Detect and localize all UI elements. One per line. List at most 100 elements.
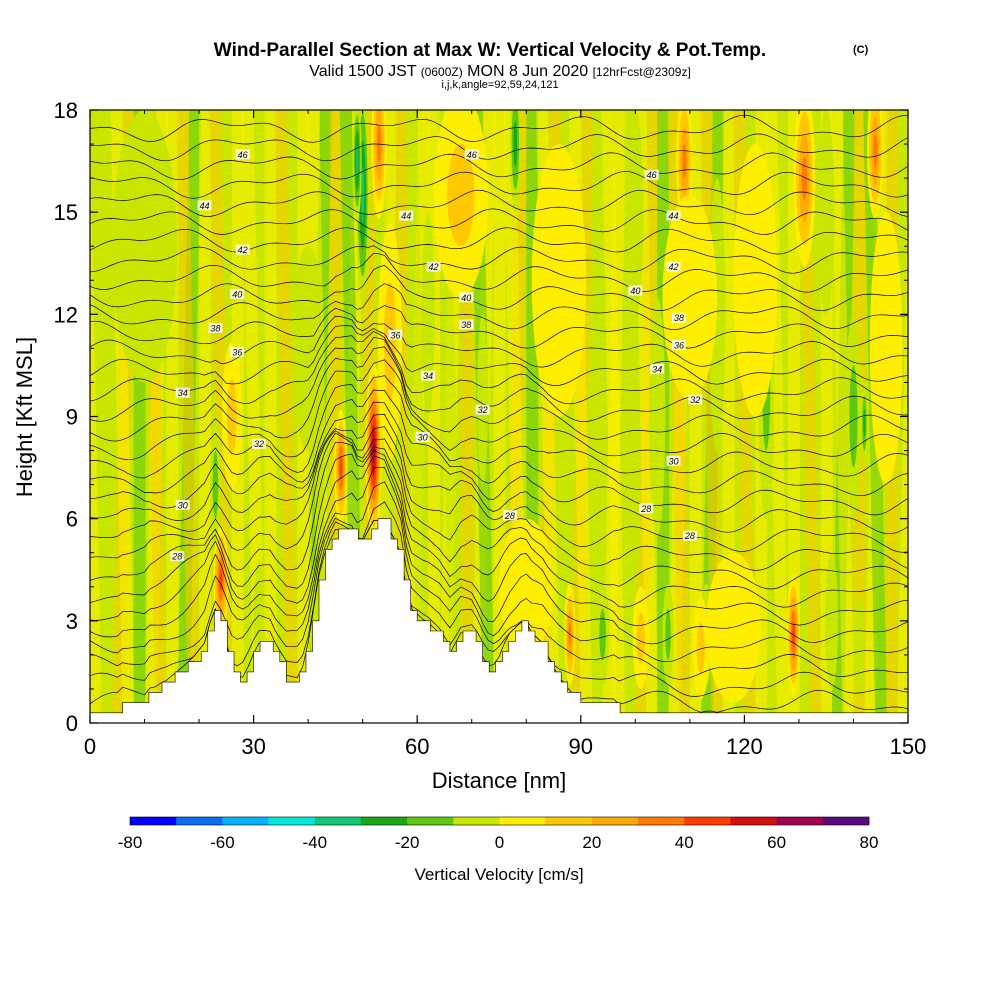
theta-label-bg bbox=[252, 438, 267, 449]
theta-label-text: 28 bbox=[171, 552, 182, 562]
updraft-cell-level bbox=[873, 133, 878, 168]
downdraft-cell bbox=[818, 110, 835, 315]
theta-contour bbox=[90, 253, 908, 293]
theta-label-bg bbox=[639, 503, 654, 514]
updraft-cell-level bbox=[447, 144, 475, 247]
theta-label-text: 46 bbox=[647, 170, 657, 180]
subtitle-zulu: (0600Z) bbox=[421, 65, 463, 79]
updraft-cell bbox=[334, 409, 348, 526]
updraft-cell bbox=[221, 341, 242, 492]
subtitle-valid: Valid 1500 JST bbox=[309, 63, 420, 80]
theta-contour-label: 46 bbox=[644, 169, 659, 180]
updraft-cell-level bbox=[696, 622, 705, 674]
field-band bbox=[601, 110, 626, 723]
theta-contour-label: 32 bbox=[252, 438, 267, 449]
downdraft-cell bbox=[596, 583, 610, 686]
colorbar-swatch bbox=[222, 817, 269, 825]
theta-contour-label: 36 bbox=[388, 329, 403, 340]
updraft-cell bbox=[662, 195, 718, 400]
theta-label-bg bbox=[415, 431, 430, 442]
updraft-cell bbox=[433, 110, 489, 298]
theta-contour bbox=[90, 170, 908, 199]
chart-subtitle: Valid 1500 JST (0600Z) MON 8 Jun 2020 [1… bbox=[309, 63, 691, 80]
theta-contour-label: 28 bbox=[502, 510, 517, 521]
theta-label-bg bbox=[666, 261, 681, 272]
theta-contour-label: 30 bbox=[666, 455, 681, 466]
downdraft-cell-level bbox=[599, 608, 606, 660]
theta-contour bbox=[90, 114, 908, 143]
theta-label-text: 30 bbox=[178, 501, 188, 511]
theta-label-bg bbox=[426, 261, 441, 272]
downdraft-cell bbox=[825, 552, 839, 689]
colorbar-label: 40 bbox=[675, 833, 694, 852]
theta-contour-label: 42 bbox=[666, 261, 681, 272]
updraft-cell bbox=[793, 110, 816, 267]
y-tick-label: 0 bbox=[66, 711, 78, 736]
theta-contour bbox=[90, 455, 908, 626]
terrain-mask bbox=[90, 518, 908, 723]
x-tick-label: 90 bbox=[569, 734, 593, 759]
updraft-cell-level bbox=[531, 144, 587, 417]
theta-contour bbox=[90, 208, 908, 235]
downdraft-cell-level bbox=[863, 409, 866, 437]
downdraft-cell bbox=[291, 246, 325, 451]
theta-contour bbox=[90, 325, 908, 386]
theta-contour bbox=[90, 441, 908, 590]
theta-contour-label: 42 bbox=[426, 261, 441, 272]
colorbar-swatch bbox=[591, 817, 639, 825]
updraft-cell bbox=[371, 110, 387, 219]
colorbar-swatch bbox=[730, 817, 777, 825]
y-axis-title: Height [Kft MSL] bbox=[12, 337, 37, 497]
updraft-cell bbox=[867, 110, 884, 219]
colorbar-swatch bbox=[314, 817, 362, 825]
theta-label-text: 44 bbox=[401, 211, 411, 221]
updraft-cell-level bbox=[499, 518, 554, 655]
y-tick-label: 3 bbox=[66, 609, 78, 634]
theta-contour bbox=[90, 481, 908, 663]
colorbar-swatch bbox=[822, 817, 870, 825]
field-band bbox=[176, 110, 201, 723]
updraft-cell bbox=[869, 212, 903, 485]
downdraft-cell bbox=[861, 382, 868, 465]
theta-label-bg bbox=[682, 530, 697, 541]
subtitle-forecast: [12hrFcst@2309z] bbox=[593, 65, 691, 79]
y-tick-label: 15 bbox=[54, 200, 78, 225]
theta-contour bbox=[90, 152, 908, 181]
field-band bbox=[591, 110, 604, 723]
field-band bbox=[897, 165, 908, 723]
theta-label-bg bbox=[688, 394, 703, 405]
theta-label-text: 40 bbox=[461, 293, 471, 303]
theta-label-bg bbox=[666, 210, 681, 221]
theta-label-bg bbox=[230, 288, 245, 299]
updraft-cell bbox=[733, 144, 778, 417]
theta-label-text: 44 bbox=[668, 211, 678, 221]
x-tick-label: 150 bbox=[890, 734, 927, 759]
downdraft-cell-level bbox=[361, 167, 365, 223]
field-band bbox=[493, 110, 506, 723]
x-tick-label: 30 bbox=[241, 734, 265, 759]
theta-contour-label: 36 bbox=[671, 339, 686, 350]
downdraft-cell-level bbox=[853, 593, 865, 696]
colorbar-swatch bbox=[684, 817, 731, 825]
updraft-cell bbox=[365, 362, 382, 540]
theta-contour bbox=[90, 401, 908, 516]
theta-contour bbox=[90, 466, 908, 645]
theta-contour-label: 28 bbox=[170, 551, 185, 562]
downdraft-cell-level bbox=[111, 110, 178, 383]
downdraft-cell-level bbox=[212, 450, 219, 519]
theta-label-bg bbox=[644, 169, 659, 180]
updraft-cell bbox=[531, 144, 587, 417]
theta-contour bbox=[90, 375, 908, 479]
theta-label-bg bbox=[666, 455, 681, 466]
theta-label-bg bbox=[671, 339, 686, 350]
theta-label-text: 30 bbox=[668, 456, 678, 466]
theta-contour bbox=[90, 315, 908, 368]
subtitle-date: MON 8 Jun 2020 bbox=[463, 63, 593, 80]
field-band bbox=[788, 110, 801, 723]
theta-contour-label: 34 bbox=[650, 363, 665, 374]
updraft-cell-level bbox=[733, 144, 778, 417]
updraft-cell-level bbox=[662, 195, 718, 400]
theta-label-text: 46 bbox=[238, 150, 248, 160]
colorbar-label: 20 bbox=[582, 833, 601, 852]
